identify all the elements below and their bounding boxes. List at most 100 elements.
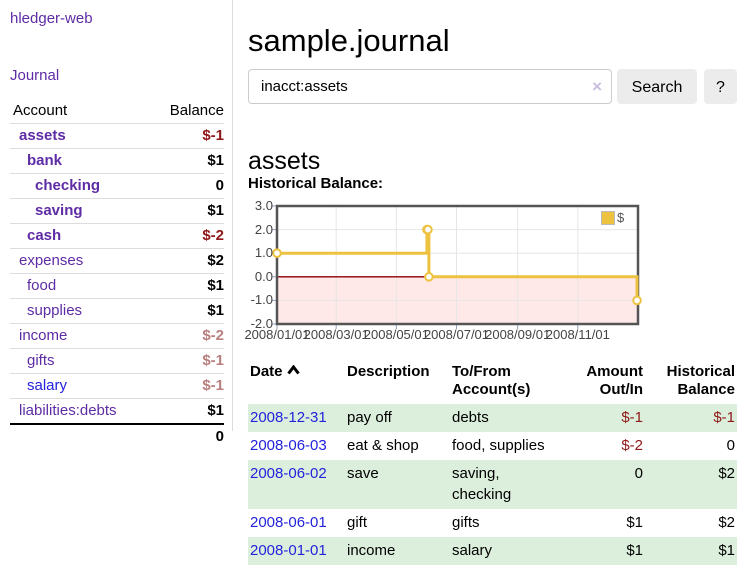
header-amount: Amount Out/In [586,363,643,398]
legend-label: $ [617,210,625,225]
main-content: sample.journal × Search ? assets Histori… [244,0,737,582]
account-link-assets[interactable]: assets [19,127,66,144]
chart-title: Historical Balance: [248,175,384,192]
account-row: bank $1 [10,148,224,174]
transaction-accounts: food, supplies [452,437,545,454]
accounts-header-balance: Balance [169,102,224,119]
x-axis-tick-label: 2008/05/01 [363,327,429,342]
account-row: salary $-1 [10,373,224,399]
transaction-accounts: saving, checking [452,465,512,503]
account-row: supplies $1 [10,298,224,324]
account-link-supplies[interactable]: supplies [27,302,83,319]
account-balance: $1 [207,152,224,169]
transaction-description: eat & shop [347,437,419,454]
account-link-liabilities-debts[interactable]: liabilities:debts [19,402,117,419]
y-axis-tick-label: 3.0 [254,198,273,213]
legend-swatch-icon [601,210,615,225]
account-link-gifts[interactable]: gifts [27,352,55,369]
account-link-income[interactable]: income [19,327,68,344]
accounts-header-account: Account [13,102,68,119]
help-button[interactable]: ? [704,69,737,104]
transaction-date-link[interactable]: 2008-06-02 [250,465,327,482]
account-balance: $1 [207,277,224,294]
chart-legend: $ [599,209,627,226]
account-row: saving $1 [10,198,224,224]
account-balance: $1 [207,402,224,419]
sidebar-item-journal[interactable]: Journal [10,67,60,84]
page-title: sample.journal [248,22,450,58]
transaction-amount: $1 [626,542,643,559]
transaction-date-link[interactable]: 2008-06-01 [250,514,327,531]
accounts-total-row: 0 [10,424,224,449]
account-row: checking 0 [10,173,224,199]
account-link-salary[interactable]: salary [27,377,68,394]
transaction-date-link[interactable]: 2008-06-03 [250,437,327,454]
account-link-saving[interactable]: saving [35,202,83,219]
account-link-food[interactable]: food [27,277,57,294]
transaction-description: pay off [347,409,392,426]
transaction-date-link[interactable]: 2008-12-31 [250,409,327,426]
account-balance: $-2 [202,227,224,244]
x-axis-tick-label: 2008/07/01 [423,327,490,342]
transaction-amount: $-1 [621,409,643,426]
transaction-balance: $1 [718,542,735,559]
account-row: income $-2 [10,323,224,349]
accounts-header-row: Account Balance [10,99,224,124]
y-axis-tick-label: -1.0 [250,292,273,308]
clear-search-icon[interactable]: × [592,77,602,96]
transaction-row: 2008-01-01 income salary $1 $1 [248,537,737,565]
y-axis-tick-label: -2.0 [250,316,273,331]
transaction-row: 2008-12-31 pay off debts $-1 $-1 [248,404,737,432]
transaction-amount: $-2 [621,437,643,454]
search-box: × [248,69,612,104]
transaction-balance: $-1 [713,409,735,426]
account-row: food $1 [10,273,224,299]
account-balance: $1 [207,302,224,319]
account-row: gifts $-1 [10,348,224,374]
header-historical-balance: Historical Balance [666,363,735,398]
search-input[interactable] [249,70,611,103]
transaction-amount: 0 [634,465,643,482]
account-balance: $2 [207,252,224,269]
search-bar: × Search ? [248,69,737,104]
transaction-accounts: debts [452,409,489,426]
transaction-row: 2008-06-02 save saving, checking 0 $2 [248,460,737,509]
y-axis-tick-label: 0.0 [254,268,273,284]
account-row: assets $-1 [10,123,224,149]
x-axis-tick-label: 2008/03/01 [303,327,369,342]
accounts-table: Account Balance assets $-1 bank $1 check… [10,99,224,449]
account-row: liabilities:debts $1 [10,398,224,425]
transaction-description: gift [347,514,368,531]
chart-canvas [272,204,642,329]
account-page-title: assets [248,146,321,175]
header-description: Description [347,363,430,380]
account-balance: $-1 [202,352,224,369]
transaction-description: save [347,465,379,482]
transactions-table: Date Description To/From Account(s) Amou… [248,361,737,565]
account-balance: $-1 [202,377,224,394]
account-balance: $-2 [202,327,224,344]
transaction-row: 2008-06-03 eat & shop food, supplies $-2… [248,432,737,460]
sort-ascending-icon [286,365,300,375]
historical-balance-chart: $ 3.0 2.0 1.0 0.0 -1.0 -2.0 2008/01/01 2008/03/… [244,198,742,344]
x-axis-tick-label: 2008/11/01 [545,327,610,342]
app-title-link[interactable]: hledger-web [10,10,93,27]
transactions-header-row: Date Description To/From Account(s) Amou… [248,361,737,404]
account-link-expenses[interactable]: expenses [19,252,84,269]
account-link-checking[interactable]: checking [35,177,101,194]
transaction-date-link[interactable]: 2008-01-01 [250,542,327,559]
transaction-row: 2008-06-01 gift gifts $1 $2 [248,509,737,537]
account-row: cash $-2 [10,223,224,249]
account-balance: $-1 [202,127,224,144]
sidebar: hledger-web Journal Account Balance asse… [0,0,233,445]
account-link-bank[interactable]: bank [27,152,63,169]
transaction-accounts: salary [452,542,493,559]
search-button[interactable]: Search [617,69,697,104]
header-date[interactable]: Date [248,361,345,404]
x-axis-tick-label: 2008/01/01 [244,327,310,342]
account-link-cash[interactable]: cash [27,227,62,244]
transaction-accounts: gifts [452,514,480,531]
header-tofrom-accounts: To/From Account(s) [452,363,531,398]
account-balance: $1 [207,202,224,219]
transaction-amount: $1 [626,514,643,531]
